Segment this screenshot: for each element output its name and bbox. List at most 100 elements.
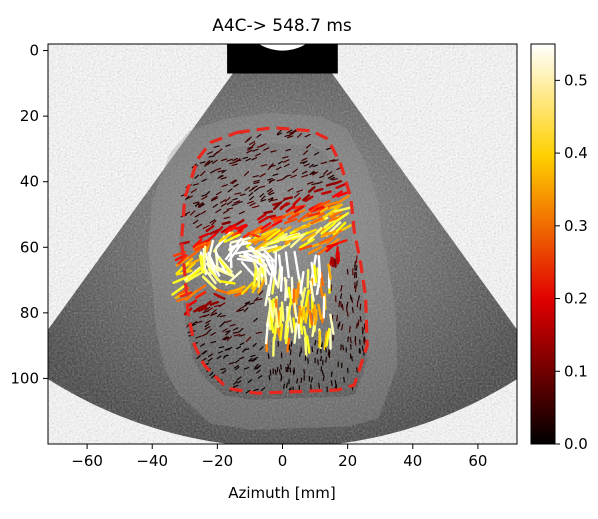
velocity-vector [215, 288, 231, 295]
velocity-vector [184, 258, 200, 268]
x-axis-ticks: −60 −40 −20 0 20 40 60 [71, 444, 487, 470]
velocity-vector [236, 201, 243, 204]
velocity-vector [246, 149, 253, 154]
velocity-vector [235, 159, 242, 163]
velocity-vector [195, 320, 203, 324]
velocity-vector [299, 161, 306, 164]
velocity-vector [304, 133, 311, 138]
velocity-vector [312, 171, 319, 176]
velocity-vector [233, 380, 238, 385]
velocity-vector [218, 231, 234, 243]
velocity-vector [306, 335, 311, 354]
velocity-vector [311, 182, 318, 186]
velocity-vector [244, 186, 250, 191]
velocity-vector [321, 190, 332, 195]
velocity-vector [357, 319, 360, 327]
velocity-vector [265, 245, 282, 254]
velocity-vector [325, 327, 331, 347]
velocity-vector [329, 209, 343, 219]
velocity-vector [202, 276, 218, 291]
velocity-vector [239, 193, 246, 196]
velocity-vector [303, 163, 310, 167]
velocity-vector [280, 376, 283, 382]
velocity-vector [340, 293, 343, 299]
velocity-vector [247, 146, 254, 151]
velocity-vector [363, 336, 366, 343]
velocity-vector [301, 170, 308, 175]
velocity-vector [269, 315, 275, 334]
velocity-vector [323, 169, 329, 175]
velocity-vector [177, 254, 188, 265]
velocity-vector [194, 213, 201, 218]
myocardium-band [148, 112, 398, 430]
velocity-vector [264, 322, 270, 345]
velocity-vector [226, 158, 233, 162]
velocity-vector [249, 359, 255, 362]
velocity-vector [229, 324, 236, 327]
velocity-vector [242, 156, 248, 160]
roi-outline [179, 126, 369, 395]
velocity-vector [239, 356, 245, 360]
velocity-vector [314, 151, 320, 156]
x-tick-label: 60 [468, 452, 487, 470]
velocity-vector [349, 325, 351, 333]
velocity-vector [310, 377, 313, 383]
velocity-vector [289, 359, 292, 366]
velocity-vector [301, 232, 316, 242]
velocity-vector [324, 346, 327, 353]
velocity-vector [287, 286, 293, 305]
velocity-vector [256, 145, 264, 148]
velocity-vector [356, 322, 358, 329]
velocity-vector [222, 336, 228, 341]
velocity-vector [313, 304, 318, 321]
velocity-vector [226, 207, 234, 211]
velocity-vector [225, 330, 231, 333]
velocity-vector [303, 150, 309, 155]
velocity-vector [227, 188, 233, 193]
velocity-vector [255, 331, 263, 334]
velocity-vector [357, 295, 360, 301]
velocity-vector [267, 271, 274, 297]
velocity-vector [265, 237, 286, 246]
velocity-vector [236, 307, 242, 313]
velocity-vector [273, 202, 281, 211]
velocity-vector [253, 356, 259, 360]
velocity-vector [312, 164, 318, 168]
velocity-vector [202, 224, 210, 230]
velocity-vector [351, 306, 354, 313]
velocity-vector [270, 150, 277, 153]
velocity-vector [333, 258, 337, 268]
velocity-vector [223, 216, 231, 220]
velocity-vector [209, 371, 214, 376]
velocity-vector [200, 210, 207, 215]
velocity-vector [188, 248, 201, 259]
velocity-vector [333, 212, 350, 224]
velocity-vector [285, 148, 291, 152]
velocity-vector [258, 258, 266, 278]
velocity-vector [256, 365, 261, 370]
velocity-vector [332, 221, 347, 236]
colorbar-gradient [530, 43, 556, 445]
velocity-vector [296, 378, 299, 384]
velocity-vector [256, 369, 261, 374]
y-tick-label: 100 [10, 369, 39, 387]
velocity-vector [243, 307, 249, 312]
velocity-vector [201, 178, 207, 182]
velocity-vector [233, 183, 239, 188]
velocity-vector [318, 282, 324, 298]
velocity-vector [297, 307, 302, 325]
velocity-vector [287, 302, 292, 322]
velocity-vector [234, 192, 242, 195]
velocity-vector [316, 348, 319, 355]
velocity-vector [356, 280, 358, 287]
velocity-vector [225, 144, 231, 147]
velocity-vector [202, 310, 210, 314]
velocity-vector [226, 200, 233, 206]
velocity-vector [334, 379, 337, 386]
velocity-vector [204, 325, 211, 330]
velocity-vector [191, 321, 198, 325]
velocity-vector [346, 310, 349, 317]
velocity-vector [359, 316, 362, 323]
velocity-vector [293, 205, 304, 214]
